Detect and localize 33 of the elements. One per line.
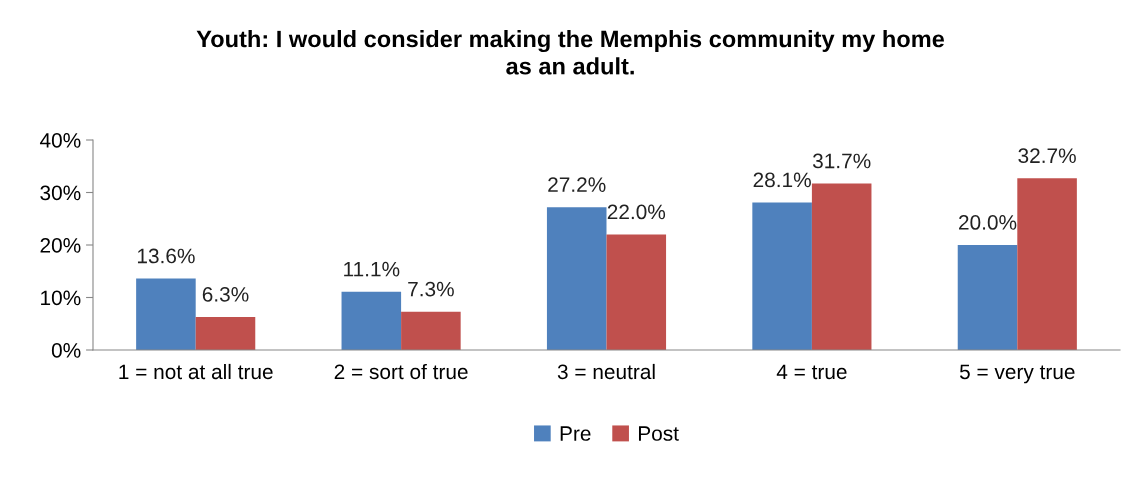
bar (752, 202, 812, 350)
chart-title: Youth: I would consider making the Memphis community my home as an adult. (196, 30, 945, 75)
bar (401, 311, 461, 350)
x-tick-label: 4 = true (776, 364, 847, 380)
bar (195, 316, 256, 350)
bar (1017, 178, 1077, 350)
bar (341, 291, 402, 350)
data-label: 22.0% (607, 204, 666, 220)
data-label: 32.7% (1018, 148, 1076, 164)
data-label: 31.7% (812, 153, 871, 169)
data-label: 28.1% (753, 172, 811, 188)
y-tick-label: 0% (51, 343, 81, 358)
legend-label: Post (638, 426, 679, 441)
legend-label: Pre (560, 426, 591, 441)
data-label: 7.3% (408, 281, 454, 297)
y-tick-label: 10% (41, 290, 81, 306)
y-tick-label: 20% (40, 238, 81, 253)
y-tick-label: 30% (40, 185, 81, 201)
data-label: 11.1% (344, 261, 400, 277)
x-tick-label: 5 = very true (959, 364, 1075, 384)
data-label: 6.3% (202, 286, 249, 302)
y-tick-label: 40% (39, 133, 81, 148)
bar (811, 183, 872, 350)
bar (957, 245, 1018, 350)
bar (546, 207, 607, 350)
data-label: 20.0% (959, 215, 1017, 230)
data-label: 13.6% (137, 248, 195, 264)
x-tick-label: 1 = not at all true (119, 363, 273, 380)
x-tick-label: 3 = neutral (557, 363, 655, 380)
data-label: 27.2% (548, 177, 606, 192)
bar (136, 278, 196, 350)
x-tick-label: 2 = sort of true (334, 363, 468, 380)
bar (606, 234, 667, 350)
